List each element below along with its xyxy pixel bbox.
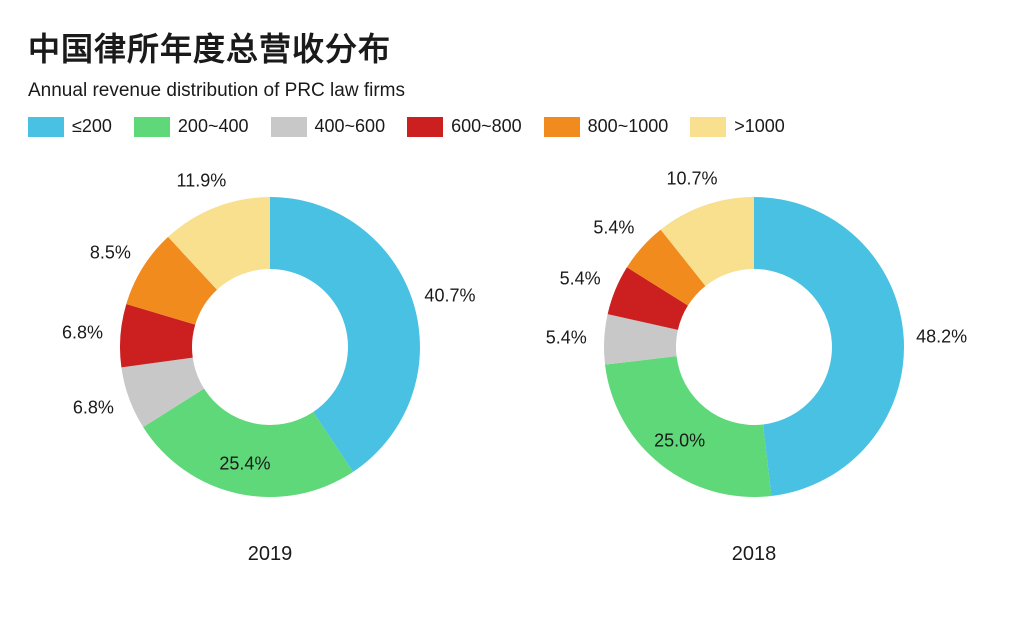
- legend-label: 600~800: [451, 116, 522, 137]
- legend-swatch: [28, 117, 64, 137]
- charts-row: 40.7% 25.4% 6.8% 6.8% 8.5% 11.9% 2019 48.2% 25.0…: [28, 157, 996, 566]
- chart-caption: 2018: [732, 543, 777, 566]
- legend-label: 800~1000: [588, 116, 669, 137]
- slice-label: 25.0%: [654, 431, 705, 452]
- slice-label: 5.4%: [560, 269, 601, 290]
- chart-caption: 2019: [248, 543, 293, 566]
- slice-label: 10.7%: [667, 168, 718, 189]
- legend-swatch: [690, 117, 726, 137]
- legend-label: >1000: [734, 116, 785, 137]
- slice-label: 6.8%: [62, 323, 103, 344]
- legend-item: 600~800: [407, 116, 522, 137]
- slice-label: 25.4%: [219, 454, 270, 475]
- legend-swatch: [271, 117, 307, 137]
- slice-label: 6.8%: [73, 398, 114, 419]
- legend: ≤200 200~400 400~600 600~800 800~1000 >1000: [28, 116, 996, 137]
- legend-label: ≤200: [72, 116, 112, 137]
- slice-label: 5.4%: [593, 218, 634, 239]
- slice-label: 40.7%: [424, 285, 475, 306]
- page-root: 中国律所年度总营收分布 Annual revenue distribution …: [0, 0, 1024, 627]
- donut-slice: [754, 197, 904, 496]
- slice-label: 11.9%: [177, 171, 227, 192]
- legend-item: ≤200: [28, 116, 112, 137]
- legend-swatch: [134, 117, 170, 137]
- legend-item: 200~400: [134, 116, 249, 137]
- title-chinese: 中国律所年度总营收分布: [28, 24, 996, 70]
- donut-chart: 40.7%25.4%6.8%6.8%8.5%11.9%: [80, 157, 460, 537]
- donut-slice: [605, 356, 771, 497]
- slice-label: 5.4%: [546, 327, 587, 348]
- legend-item: >1000: [690, 116, 785, 137]
- chart-column: 40.7%25.4%6.8%6.8%8.5%11.9%2019: [80, 157, 460, 566]
- legend-swatch: [544, 117, 580, 137]
- legend-item: 800~1000: [544, 116, 669, 137]
- legend-swatch: [407, 117, 443, 137]
- donut-chart: 48.2%25.0%5.4%5.4%5.4%10.7%: [564, 157, 944, 537]
- legend-item: 400~600: [271, 116, 386, 137]
- slice-label: 48.2%: [916, 326, 967, 347]
- chart-column: 48.2%25.0%5.4%5.4%5.4%10.7%2018: [564, 157, 944, 566]
- subtitle-english: Annual revenue distribution of PRC law f…: [28, 80, 996, 102]
- legend-label: 400~600: [315, 116, 386, 137]
- legend-label: 200~400: [178, 116, 249, 137]
- slice-label: 8.5%: [90, 242, 131, 263]
